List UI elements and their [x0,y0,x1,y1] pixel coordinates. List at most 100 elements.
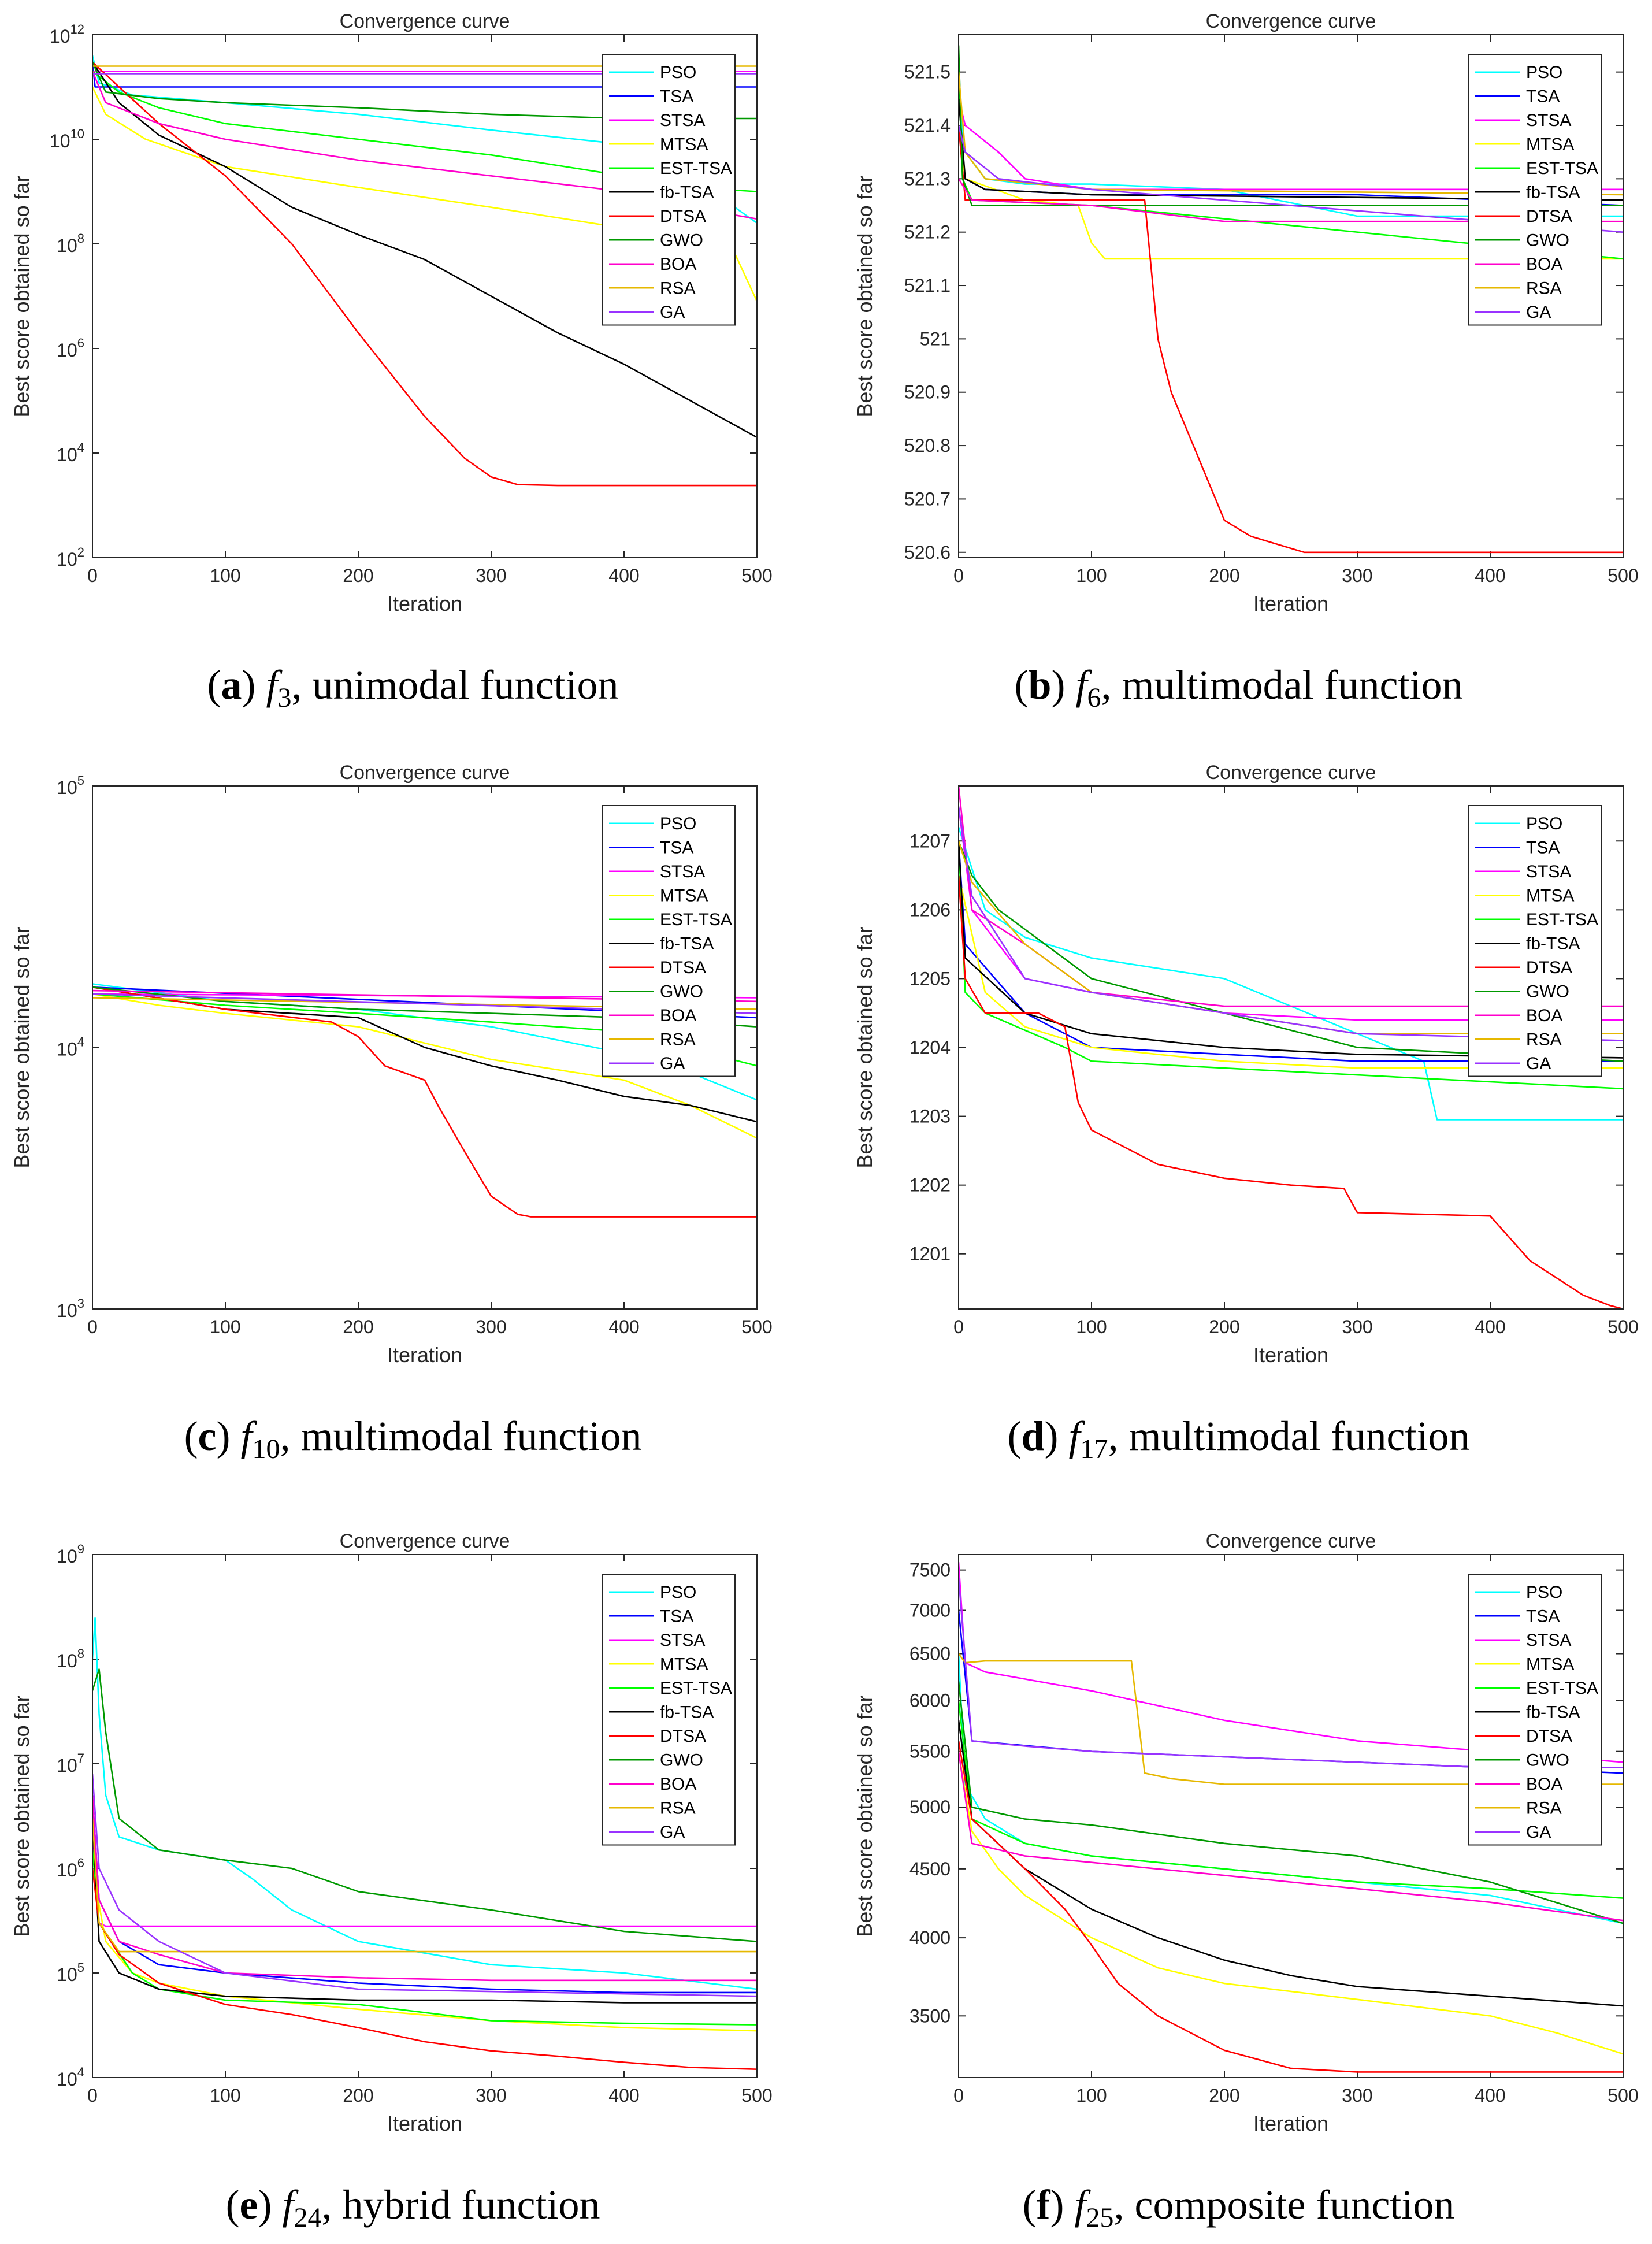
caption-letter: c [198,1413,217,1459]
series-line-fb-tsa [92,1818,757,2004]
caption-letter: e [239,2182,258,2228]
series-line-pso [959,827,1623,1121]
y-tick-label: 3500 [909,2005,951,2026]
x-tick-label: 300 [476,2085,506,2106]
legend-label: GWO [1526,1750,1569,1770]
legend-label: PSO [660,1583,696,1602]
x-tick-label: 300 [476,1316,506,1337]
legend: PSO TSA STSA MTSA EST-TSA fb-TSA DTSA GWO BOA RSA… [1468,1574,1602,1846]
legend-label: fb-TSA [1526,183,1580,202]
legend-box [1468,1574,1602,1846]
y-tick-label: 521.5 [904,62,951,83]
y-tick-label: 1207 [909,830,951,851]
caption-description: , composite function [1113,2182,1455,2228]
legend-label: TSA [1526,1607,1560,1626]
x-tick-label: 0 [87,565,98,586]
axes-box [958,34,1624,558]
legend-label: fb-TSA [1526,1703,1580,1722]
y-tick-label: 521 [920,328,951,349]
caption-subscript: 17 [1080,1434,1108,1464]
series-line-mtsa [959,1751,1623,2055]
legend: PSO TSA STSA MTSA EST-TSA fb-TSA DTSA GWO BOA RSA… [602,54,736,326]
y-tick-label: 108 [57,231,84,256]
legend: PSO TSA STSA MTSA EST-TSA fb-TSA DTSA GWO BOA RSA… [602,1574,736,1846]
x-axis-label: Iteration [387,592,462,615]
caption-subscript: 24 [294,2202,322,2233]
caption-function: f10 [240,1413,280,1464]
y-tick-label: 6500 [909,1644,951,1664]
series-line-fb-tsa [959,841,1623,1059]
chart-title: Convergence curve [1206,1530,1376,1552]
caption-function: f3 [266,662,292,713]
caption-description: , multimodal function [1108,1413,1470,1459]
series-line-gwo [92,1668,757,1942]
y-tick-label: 1205 [909,968,951,989]
y-tick-label: 103 [57,1296,84,1321]
series-line-ga [959,806,1623,1041]
legend-label: DTSA [660,958,706,977]
series-line-fb-tsa [959,98,1623,201]
series-line-stsa [959,98,1623,191]
y-tick-label: 6000 [909,1690,951,1711]
x-tick-label: 300 [476,565,506,586]
legend-label: STSA [660,111,705,130]
legend-label: GWO [1526,231,1569,250]
y-tick-label: 104 [57,2065,84,2090]
series-line-ga [92,1774,757,1997]
legend-label: EST-TSA [1526,1679,1598,1698]
legend-label: BOA [660,1775,696,1794]
caption-description: , multimodal function [1101,662,1463,708]
x-tick-label: 100 [1076,2085,1107,2106]
caption-letter: a [221,662,242,708]
legend-label: fb-TSA [660,934,714,953]
caption-subscript: 3 [277,683,292,713]
legend-label: RSA [660,1030,696,1049]
y-tick-label: 521.1 [904,275,951,296]
legend-label: MTSA [660,1655,708,1674]
series-line-mtsa [92,993,757,1139]
legend-label: TSA [660,1607,693,1626]
legend-label: DTSA [1526,1727,1572,1746]
legend-label: STSA [660,862,705,881]
legend-label: PSO [1526,1583,1562,1602]
legend-label: GWO [660,982,703,1001]
series-line-est-tsa [959,1700,1623,1899]
y-axis-label: Best score obtained so far [10,926,34,1168]
legend-label: GA [1526,303,1551,322]
legend-label: STSA [1526,1631,1571,1650]
series-line-dtsa [92,986,757,1218]
y-tick-label: 5000 [909,1797,951,1818]
y-tick-label: 4500 [909,1859,951,1879]
series-line-ga [959,125,1623,233]
legend-label: GA [660,1823,685,1842]
legend-label: GA [1526,1054,1551,1073]
y-tick-label: 105 [57,773,84,798]
y-tick-label: 521.4 [904,115,951,136]
panel-caption: (f) f25, composite function [1022,2182,1455,2233]
legend-label: fb-TSA [1526,934,1580,953]
series-line-dtsa [959,875,1623,1309]
x-tick-label: 400 [1475,2085,1505,2106]
legend-label: BOA [660,255,696,274]
caption-description: , unimodal function [291,662,619,708]
chart-panel-d: Convergence curve 0 100 200 300 400 500 1201 120… [853,762,1639,1367]
y-axis-label: Best score obtained so far [10,1695,34,1937]
y-tick-label: 520.6 [904,542,951,563]
x-tick-label: 0 [87,1316,98,1337]
x-tick-label: 300 [1342,565,1372,586]
legend: PSO TSA STSA MTSA EST-TSA fb-TSA DTSA GWO BOA RSA… [1468,54,1602,326]
legend-label: BOA [1526,255,1562,274]
legend-box [602,54,736,326]
y-tick-label: 1203 [909,1106,951,1127]
legend: PSO TSA STSA MTSA EST-TSA fb-TSA DTSA GWO BOA RSA… [1468,805,1602,1077]
x-tick-label: 0 [953,1316,964,1337]
x-tick-label: 100 [210,2085,240,2106]
axes-box [92,1554,758,2078]
legend-label: GWO [660,231,703,250]
series-line-boa [959,178,1623,222]
x-tick-label: 0 [953,565,964,586]
x-tick-label: 200 [1209,565,1239,586]
legend-label: RSA [660,279,696,298]
legend-label: MTSA [1526,886,1574,905]
